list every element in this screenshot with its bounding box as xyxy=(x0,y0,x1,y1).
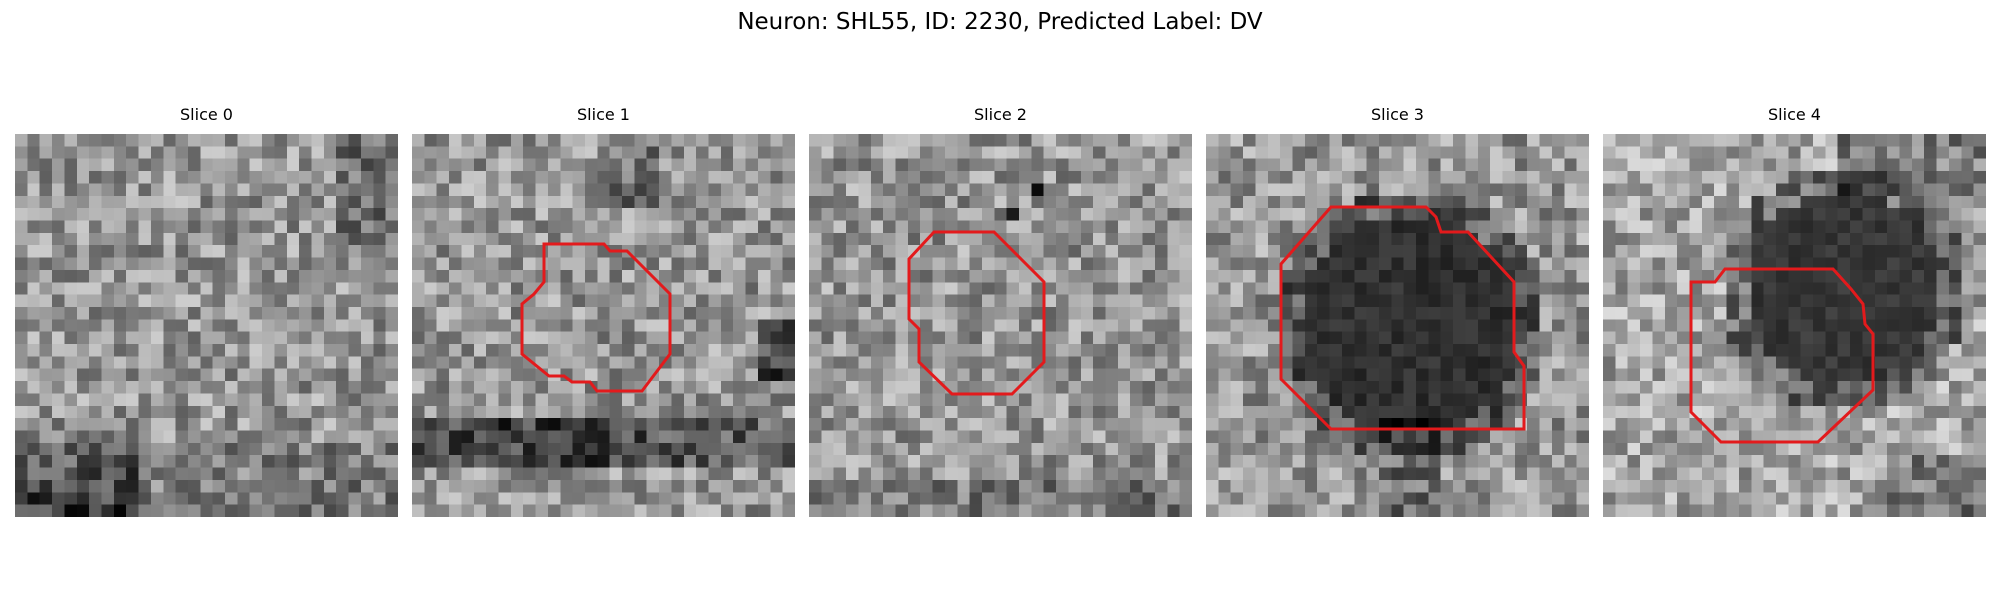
grayscale-slice xyxy=(809,134,1192,517)
grayscale-slice xyxy=(412,134,795,517)
grayscale-slice xyxy=(1206,134,1589,517)
figure-title: Neuron: SHL55, ID: 2230, Predicted Label… xyxy=(737,9,1263,35)
slice-image xyxy=(15,134,398,517)
roi-contour xyxy=(907,230,1046,396)
slice-panel-3: Slice 3 xyxy=(1206,105,1589,517)
roi-contour xyxy=(520,242,672,393)
slice-title: Slice 1 xyxy=(577,105,630,124)
roi-contour xyxy=(1279,205,1526,431)
grayscale-slice xyxy=(1603,134,1986,517)
slice-image xyxy=(412,134,795,517)
roi-contour xyxy=(1689,267,1875,444)
slice-panel-0: Slice 0 xyxy=(15,105,398,517)
grayscale-slice xyxy=(15,134,398,517)
slice-image xyxy=(809,134,1192,517)
slice-image xyxy=(1603,134,1986,517)
slice-title: Slice 0 xyxy=(180,105,233,124)
slice-panel-4: Slice 4 xyxy=(1603,105,1986,517)
slice-title: Slice 4 xyxy=(1768,105,1821,124)
slice-panel-2: Slice 2 xyxy=(809,105,1192,517)
slice-panel-1: Slice 1 xyxy=(412,105,795,517)
slice-title: Slice 3 xyxy=(1371,105,1424,124)
slice-image xyxy=(1206,134,1589,517)
slice-title: Slice 2 xyxy=(974,105,1027,124)
